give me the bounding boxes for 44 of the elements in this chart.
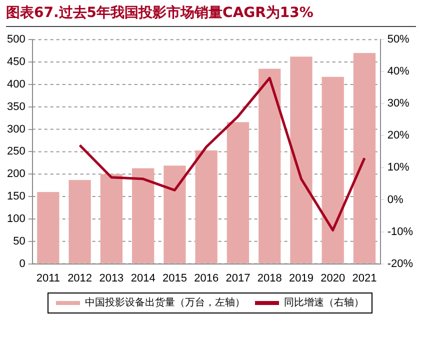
- y-tick-label: 0: [19, 258, 26, 270]
- y-tick-label: 300: [6, 123, 26, 136]
- y-tick-label: 150: [6, 190, 26, 203]
- x-tick-label: 2011: [36, 272, 60, 284]
- bar: [164, 166, 186, 264]
- x-tick-label: 2013: [99, 272, 124, 284]
- bar: [290, 56, 312, 264]
- y-tick-label: 400: [6, 78, 26, 90]
- y-tick-label: 350: [6, 100, 26, 113]
- legend-label: 同比增速（右轴）: [284, 296, 364, 309]
- bar: [37, 192, 60, 264]
- y-tick-label: 500: [6, 34, 26, 46]
- chart-title: 图表67.过去5年我国投影市场销量CAGR为13%: [6, 4, 314, 22]
- bar: [226, 122, 250, 264]
- x-tick-label: 2012: [68, 272, 92, 284]
- y-tick-label: 450: [6, 56, 26, 68]
- x-tick-label: 2016: [194, 272, 219, 284]
- x-tick-label: 2014: [130, 272, 156, 284]
- bar: [68, 180, 91, 264]
- y-tick-label: 250: [6, 146, 26, 158]
- x-tick-label: 2015: [162, 272, 187, 284]
- bar: [258, 68, 281, 264]
- y2-tick-label: 10%: [387, 162, 410, 174]
- x-tick-label: 2021: [352, 272, 377, 284]
- legend-label: 中国投影设备出货量（万台，左轴）: [85, 296, 245, 309]
- y2-tick-label: 0%: [387, 194, 404, 206]
- bar: [132, 168, 154, 264]
- y2-tick-label: 20%: [387, 130, 410, 142]
- x-tick-label: 2018: [257, 272, 282, 284]
- y2-tick-label: -10%: [387, 226, 414, 238]
- y2-tick-label: 40%: [387, 66, 410, 78]
- y-tick-label: 50: [13, 235, 26, 248]
- bar: [195, 150, 218, 264]
- bar: [322, 76, 344, 264]
- x-tick-label: 2020: [320, 272, 346, 284]
- y2-tick-label: 30%: [387, 98, 410, 110]
- y-tick-label: 200: [6, 168, 26, 180]
- bar: [100, 174, 123, 264]
- x-tick-label: 2017: [226, 272, 250, 284]
- x-tick-label: 2019: [288, 272, 314, 284]
- y2-tick-label: -20%: [387, 258, 414, 270]
- bar: [353, 53, 376, 264]
- y2-tick-label: 50%: [387, 34, 410, 46]
- y-tick-label: 100: [6, 212, 26, 225]
